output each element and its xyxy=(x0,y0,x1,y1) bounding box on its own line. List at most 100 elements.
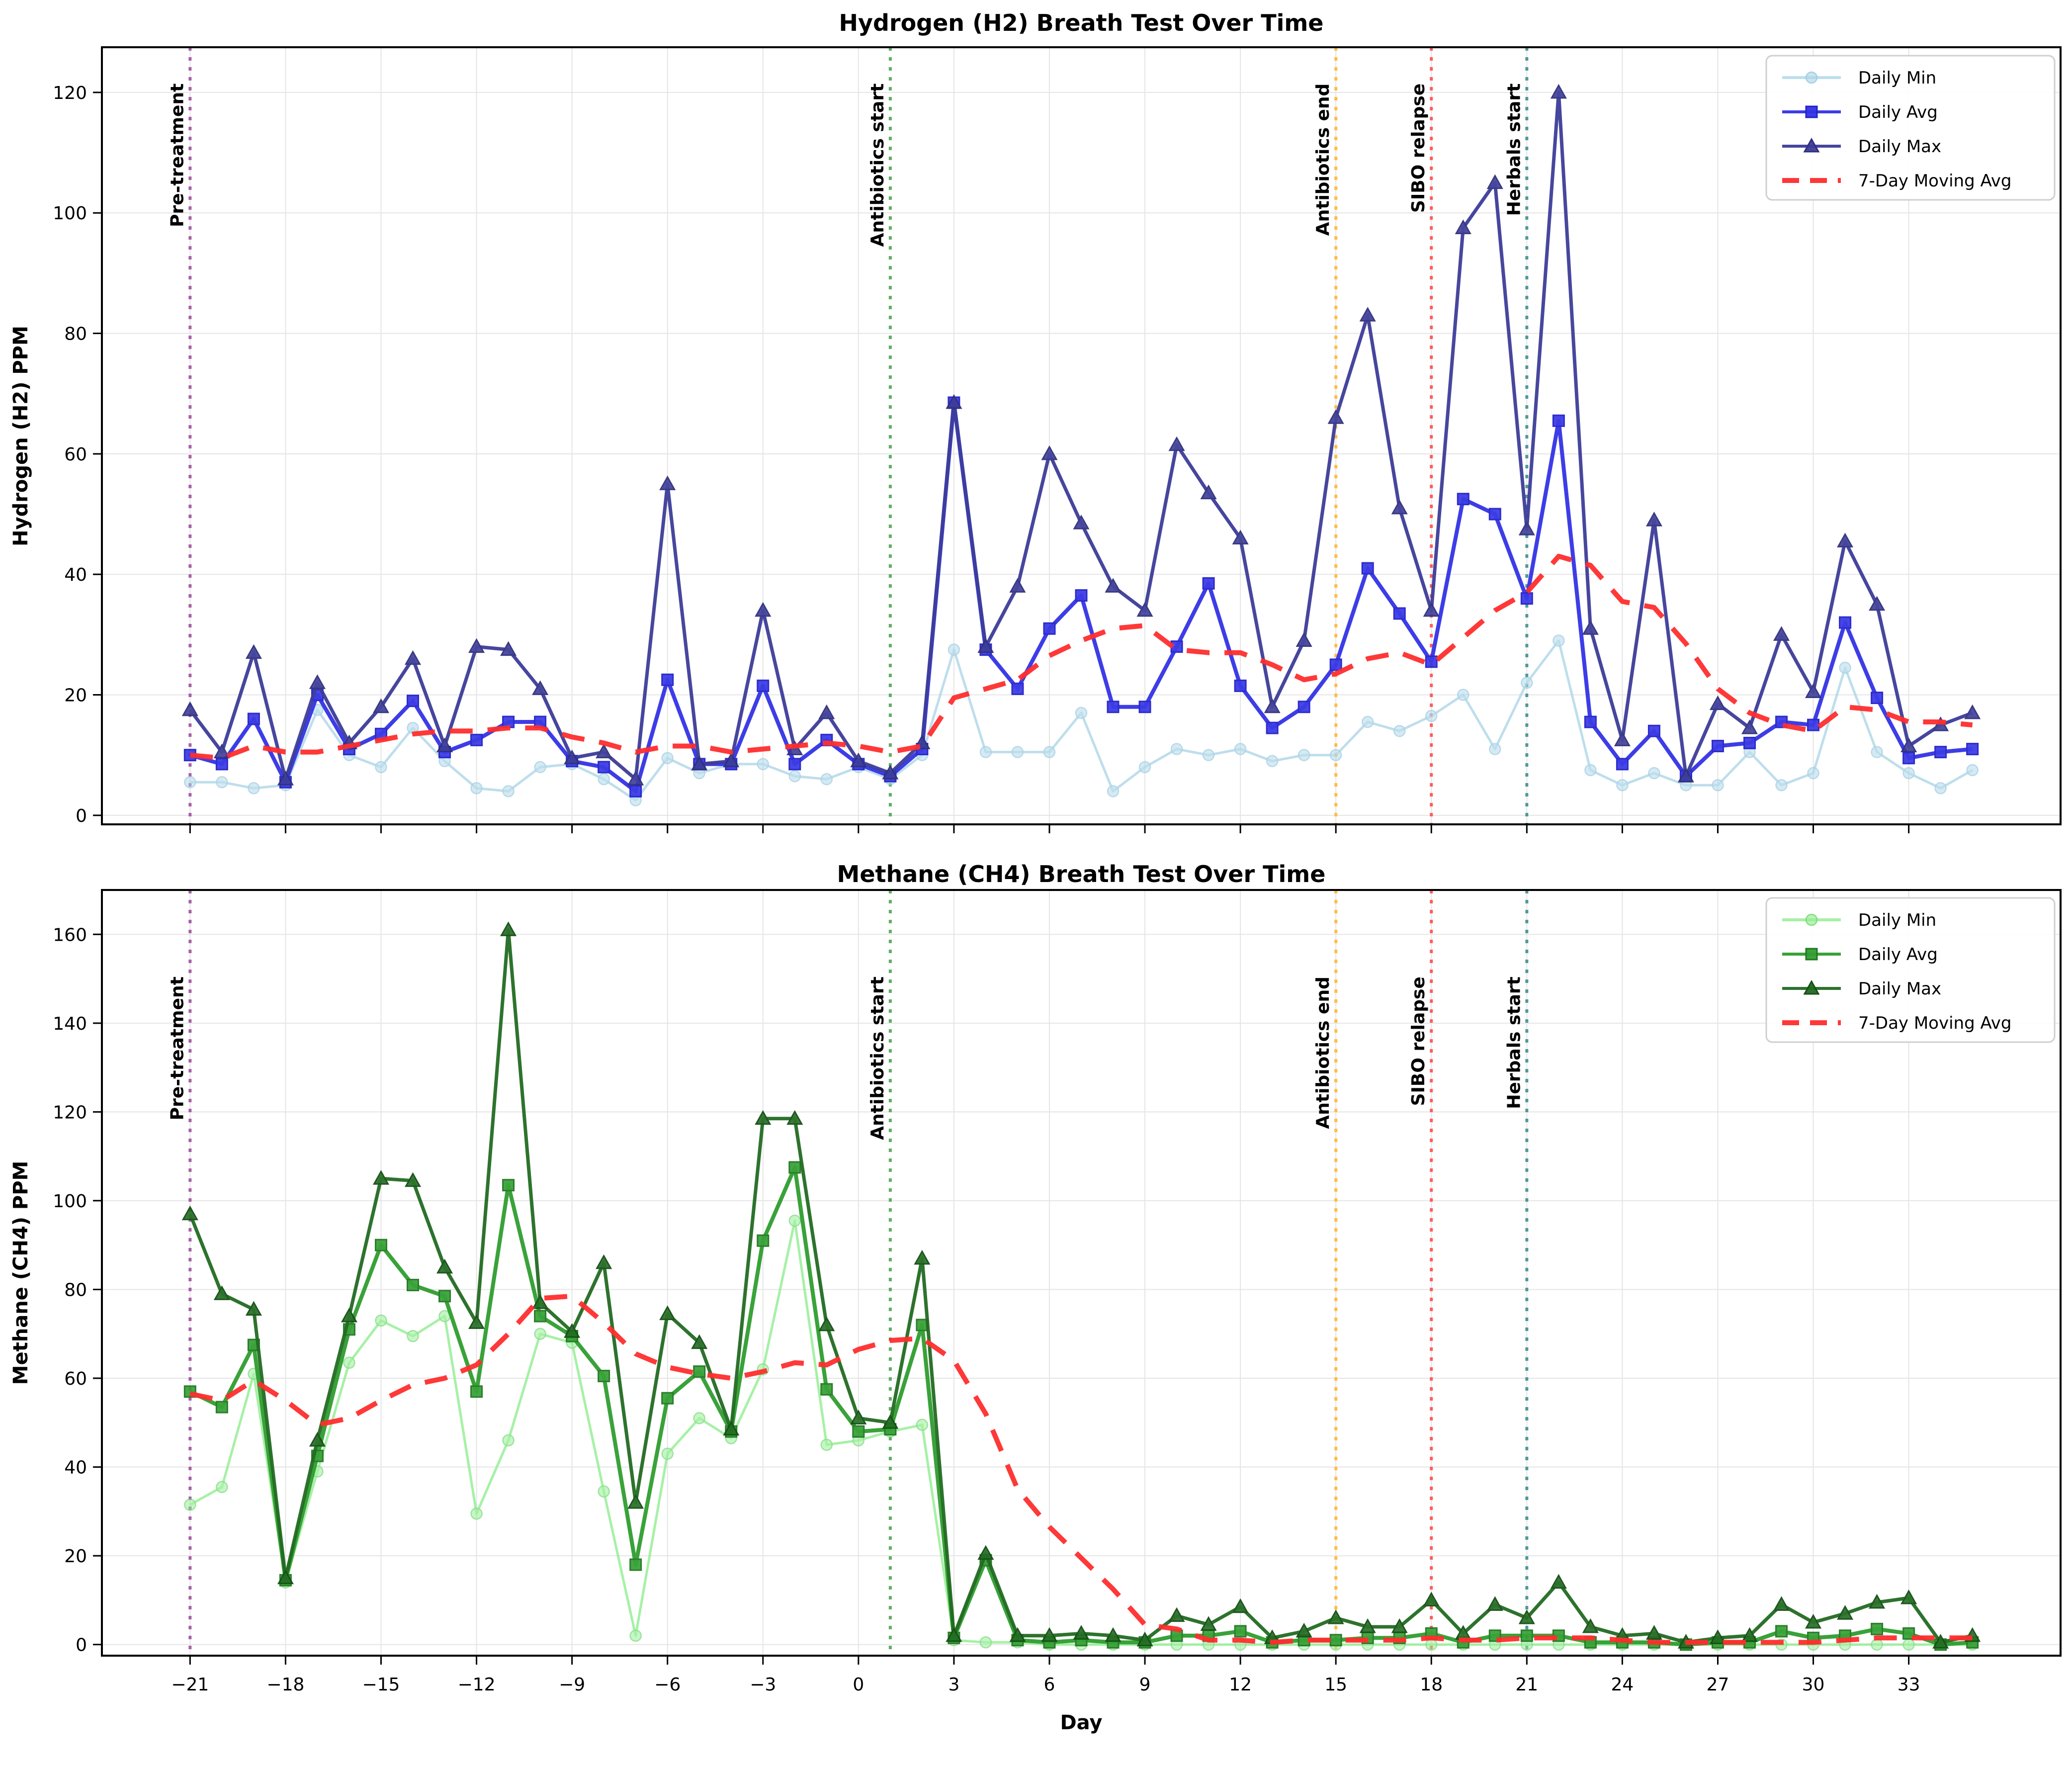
daily-min-marker xyxy=(470,782,483,795)
daily-avg-marker xyxy=(693,1365,706,1378)
daily-max-marker xyxy=(596,1254,612,1269)
daily-avg-marker xyxy=(1839,616,1852,629)
legend-item-daily-min: Daily Min xyxy=(1782,68,1936,88)
daily-max-marker xyxy=(1550,1574,1567,1589)
daily-max-marker xyxy=(1709,695,1727,710)
daily-min-marker xyxy=(1170,743,1183,755)
daily-min-marker xyxy=(1043,746,1056,758)
daily-max-marker xyxy=(596,743,612,759)
daily-max-marker xyxy=(1900,1589,1917,1604)
daily-max-marker xyxy=(723,752,740,768)
daily-min-marker xyxy=(407,1330,419,1342)
daily-max-marker xyxy=(1359,307,1376,322)
daily-max-marker xyxy=(1073,515,1090,530)
x-tick-label: 9 xyxy=(1139,1675,1151,1695)
daily-max-marker xyxy=(1741,719,1758,734)
daily-max-marker xyxy=(755,1110,772,1125)
legend-item-label: 7-Day Moving Avg xyxy=(1858,171,2011,191)
legend-item-daily-min: Daily Min xyxy=(1782,910,1936,930)
x-tick-label: 6 xyxy=(1044,1675,1055,1695)
daily-avg-marker xyxy=(1966,743,1979,756)
daily-avg-marker xyxy=(215,758,228,771)
hydrogen-series xyxy=(181,84,1981,806)
daily-avg-marker xyxy=(788,1161,801,1174)
daily-min-marker xyxy=(979,746,992,758)
daily-max-marker xyxy=(1582,1618,1599,1633)
daily-avg-marker xyxy=(470,1385,483,1398)
daily-max-marker xyxy=(468,638,485,653)
daily-avg-marker xyxy=(502,1179,515,1192)
daily-min-marker xyxy=(216,1481,228,1494)
daily-avg-marker xyxy=(1138,701,1151,713)
daily-min-marker xyxy=(693,1412,705,1424)
daily-max-marker xyxy=(532,680,549,695)
daily-max-marker xyxy=(1232,1598,1249,1613)
daily-min-marker xyxy=(470,1508,483,1520)
daily-min-marker xyxy=(1775,779,1788,792)
daily-min-marker xyxy=(1712,779,1724,792)
daily-max-marker xyxy=(1168,436,1185,451)
daily-min-marker xyxy=(788,770,801,783)
daily-max-marker xyxy=(1391,1618,1408,1633)
daily-avg-marker xyxy=(1584,715,1597,728)
daily-avg-marker xyxy=(215,1401,228,1414)
methane-axes: 0 20 40 60 80 100 120 140 160 −21 −18 −15 −12 −9 −6 −3 0… xyxy=(53,889,2062,1695)
y-tick-label: 40 xyxy=(64,1458,87,1478)
event-label-pre-treatment: Pre-treatment xyxy=(167,84,187,227)
daily-avg-marker xyxy=(661,1392,674,1405)
daily-min-marker xyxy=(661,752,674,764)
daily-max-marker xyxy=(1900,737,1917,752)
y-tick-label: 20 xyxy=(64,1546,87,1567)
daily-min-marker xyxy=(1934,782,1947,795)
daily-max-marker xyxy=(213,743,230,759)
ch4-daily-avg-series xyxy=(183,1161,1979,1651)
daily-max-marker xyxy=(755,602,772,617)
daily-max-marker xyxy=(1582,620,1599,635)
y-tick-label: 60 xyxy=(64,1369,87,1389)
h2-daily-min-series xyxy=(184,634,1979,806)
daily-max-marker xyxy=(1486,1596,1503,1611)
daily-max-marker xyxy=(181,701,198,716)
daily-avg-marker xyxy=(1520,1629,1533,1642)
daily-max-marker xyxy=(977,1545,994,1560)
daily-max-marker xyxy=(1518,521,1535,535)
y-tick-label: 120 xyxy=(53,1102,87,1123)
methane-event-lines: Pre-treatment Antibiotics start Antibiotic… xyxy=(167,890,1529,1656)
daily-avg-marker xyxy=(1902,752,1915,765)
daily-min-marker xyxy=(1011,746,1024,758)
daily-min-marker xyxy=(1489,743,1501,755)
daily-max-marker xyxy=(1550,84,1567,99)
daily-min-marker xyxy=(629,1629,642,1642)
daily-max-marker xyxy=(309,1431,326,1447)
daily-max-marker xyxy=(1041,1627,1058,1642)
daily-avg-marker xyxy=(407,1279,420,1292)
daily-max-marker xyxy=(1837,532,1854,548)
daily-min-marker xyxy=(534,761,546,774)
daily-max-marker xyxy=(1200,1616,1217,1631)
daily-min-marker xyxy=(1902,1638,1915,1651)
daily-max-marker xyxy=(564,749,581,765)
legend-item-label: Daily Max xyxy=(1858,137,1941,157)
daily-min-marker xyxy=(1616,779,1629,792)
daily-avg-marker xyxy=(1488,508,1501,521)
daily-min-marker xyxy=(375,1314,387,1327)
daily-min-marker xyxy=(1425,1638,1438,1651)
daily-max-marker xyxy=(277,771,294,786)
daily-avg-marker xyxy=(438,1290,451,1303)
daily-max-marker xyxy=(1455,219,1471,234)
y-tick-label: 80 xyxy=(64,1280,87,1300)
daily-max-marker xyxy=(1645,512,1662,527)
daily-max-marker xyxy=(277,1569,294,1585)
daily-avg-marker xyxy=(1457,493,1469,506)
daily-avg-marker xyxy=(1647,724,1660,737)
daily-avg-marker xyxy=(247,712,260,725)
daily-min-marker xyxy=(948,643,960,656)
daily-min-marker xyxy=(1521,677,1533,689)
daily-max-marker xyxy=(627,1494,644,1509)
daily-max-marker xyxy=(818,1316,835,1331)
daily-max-marker xyxy=(1773,626,1790,641)
legend-square-icon xyxy=(1805,105,1818,118)
legend-item-daily-avg: Daily Avg xyxy=(1782,102,1938,122)
daily-max-marker xyxy=(181,1205,198,1221)
daily-avg-marker xyxy=(534,1310,547,1323)
